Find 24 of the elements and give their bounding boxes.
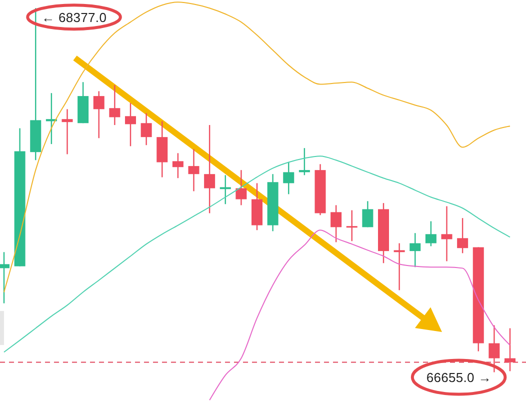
candlestick bbox=[346, 210, 358, 242]
candlestick bbox=[62, 108, 73, 155]
candlestick bbox=[283, 162, 294, 195]
candlestick bbox=[488, 324, 500, 373]
candlestick bbox=[140, 112, 152, 146]
candlestick bbox=[394, 242, 405, 291]
candlestick bbox=[504, 328, 516, 372]
candlestick bbox=[330, 204, 342, 243]
candlestick bbox=[425, 220, 436, 247]
candlestick bbox=[125, 102, 136, 147]
annotation: 66655.0 → bbox=[426, 370, 492, 386]
candlestick bbox=[441, 206, 452, 262]
candlestick bbox=[109, 84, 120, 126]
candlestick bbox=[204, 124, 216, 214]
candlestick bbox=[220, 174, 231, 205]
candlestick bbox=[410, 232, 421, 268]
candlestick bbox=[457, 217, 468, 254]
candlestick bbox=[362, 200, 374, 228]
candlestick bbox=[236, 169, 247, 206]
candlestick bbox=[188, 148, 200, 192]
annotation: ← 68377.0 bbox=[42, 10, 106, 26]
candlestick bbox=[298, 147, 310, 176]
candlestick bbox=[172, 152, 184, 179]
candlestick bbox=[93, 90, 104, 139]
